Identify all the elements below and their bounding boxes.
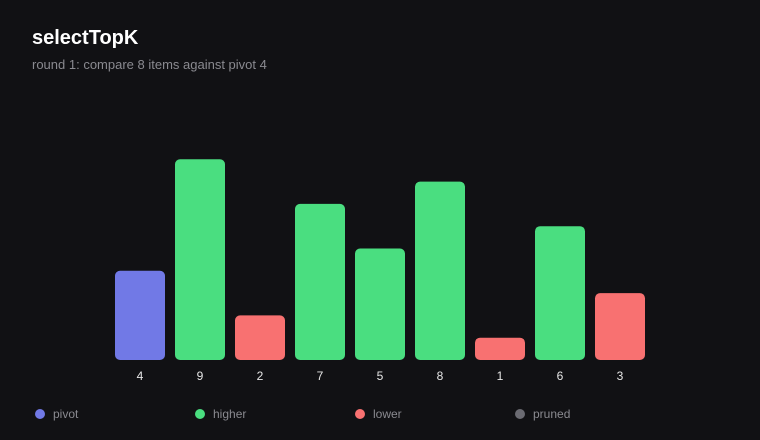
- x-tick-label: 1: [497, 369, 504, 383]
- bar-9-higher: [175, 159, 225, 360]
- legend-item-pivot: pivot: [35, 403, 78, 425]
- bar-2-lower: [235, 315, 285, 360]
- legend: pivot higher lower pruned: [0, 403, 760, 425]
- chart-subtitle: round 1: compare 8 items against pivot 4: [32, 57, 267, 72]
- legend-swatch-lower: [355, 409, 365, 419]
- legend-swatch-higher: [195, 409, 205, 419]
- bar-8-higher: [415, 181, 465, 360]
- bar-5-higher: [355, 248, 405, 360]
- bar-4-pivot: [115, 270, 165, 360]
- legend-swatch-pivot: [35, 409, 45, 419]
- x-tick-label: 3: [617, 369, 624, 383]
- x-tick-label: 8: [437, 369, 444, 383]
- chart-title: selectTopK: [32, 27, 139, 49]
- bar-1-lower: [475, 337, 525, 360]
- x-tick-label: 2: [257, 369, 264, 383]
- x-tick-label: 6: [557, 369, 564, 383]
- legend-item-lower: lower: [355, 403, 402, 425]
- legend-swatch-pruned: [515, 409, 525, 419]
- x-tick-label: 9: [197, 369, 204, 383]
- bar-3-lower: [595, 293, 645, 360]
- legend-item-higher: higher: [195, 403, 246, 425]
- x-tick-label: 7: [317, 369, 324, 383]
- x-tick-label: 5: [377, 369, 384, 383]
- bar-6-higher: [535, 226, 585, 360]
- legend-label-lower: lower: [373, 407, 402, 421]
- x-tick-labels-group: 4 9 2 7 5 8 1 6 3: [137, 369, 624, 383]
- bars-group: [115, 159, 645, 360]
- bar-chart: 4 9 2 7 5 8 1 6 3: [115, 159, 645, 383]
- legend-label-pruned: pruned: [533, 407, 571, 421]
- legend-label-pivot: pivot: [53, 407, 79, 421]
- bar-7-higher: [295, 203, 345, 360]
- legend-item-pruned: pruned: [515, 403, 570, 425]
- x-tick-label: 4: [137, 369, 144, 383]
- legend-label-higher: higher: [213, 407, 247, 421]
